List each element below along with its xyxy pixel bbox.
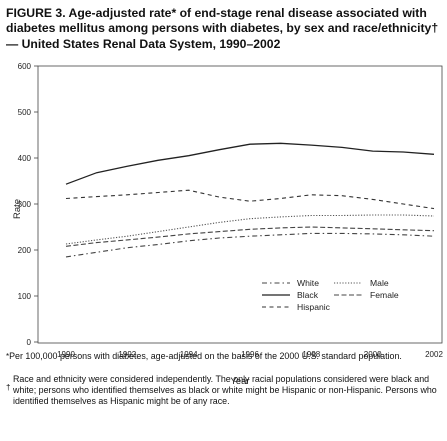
plot-frame <box>37 65 443 344</box>
y-tick-label-100: 100 <box>18 292 32 301</box>
y-axis: 0 100 200 300 400 500 600 <box>18 62 38 347</box>
series-line-male <box>65 214 435 245</box>
y-tick-label-400: 400 <box>18 154 32 163</box>
x-tick-label-1994: 1994 <box>180 350 198 359</box>
footnote-mark: † <box>6 383 11 392</box>
x-axis-title: Year <box>230 376 249 387</box>
footnote-text: Race and ethnicity were considered indep… <box>13 374 437 407</box>
x-tick-label-1998: 1998 <box>302 350 320 359</box>
legend: White Black Hispanic Male Female <box>262 278 399 312</box>
legend-label-black: Black <box>297 290 319 300</box>
figure-title: FIGURE 3. Age-adjusted rate* of end-stag… <box>6 6 439 51</box>
footnote-mark: * <box>6 352 10 361</box>
footnote-race: † Race and ethnicity were considered inde… <box>6 374 440 408</box>
y-tick-label-300: 300 <box>18 200 32 209</box>
x-tick-label-1992: 1992 <box>118 350 136 359</box>
x-tick-label-2002: 2002 <box>425 350 443 359</box>
series-line-hispanic <box>65 189 435 210</box>
series-lines <box>65 142 435 258</box>
legend-label-white: White <box>297 278 319 288</box>
footnote-rate: *Per 100,000 persons with diabetes, age-… <box>6 351 440 362</box>
series-line-female <box>65 226 435 247</box>
legend-label-female: Female <box>370 290 399 300</box>
y-tick-label-0: 0 <box>27 338 32 347</box>
series-line-white <box>65 232 435 258</box>
footnote-text: Per 100,000 persons with diabetes, age-a… <box>9 351 402 361</box>
y-tick-label-600: 600 <box>18 62 32 71</box>
y-tick-label-500: 500 <box>18 108 32 117</box>
y-axis-title: Rate <box>12 199 23 219</box>
x-tick-label-2000: 2000 <box>364 350 382 359</box>
legend-label-hispanic: Hispanic <box>297 302 331 312</box>
y-tick-label-200: 200 <box>18 246 32 255</box>
x-axis: 1990 1992 1994 1996 1998 2000 2002 <box>57 350 443 359</box>
series-line-black <box>65 142 435 185</box>
legend-label-male: Male <box>370 278 389 288</box>
x-tick-label-1990: 1990 <box>57 350 75 359</box>
x-tick-label-1996: 1996 <box>241 350 259 359</box>
